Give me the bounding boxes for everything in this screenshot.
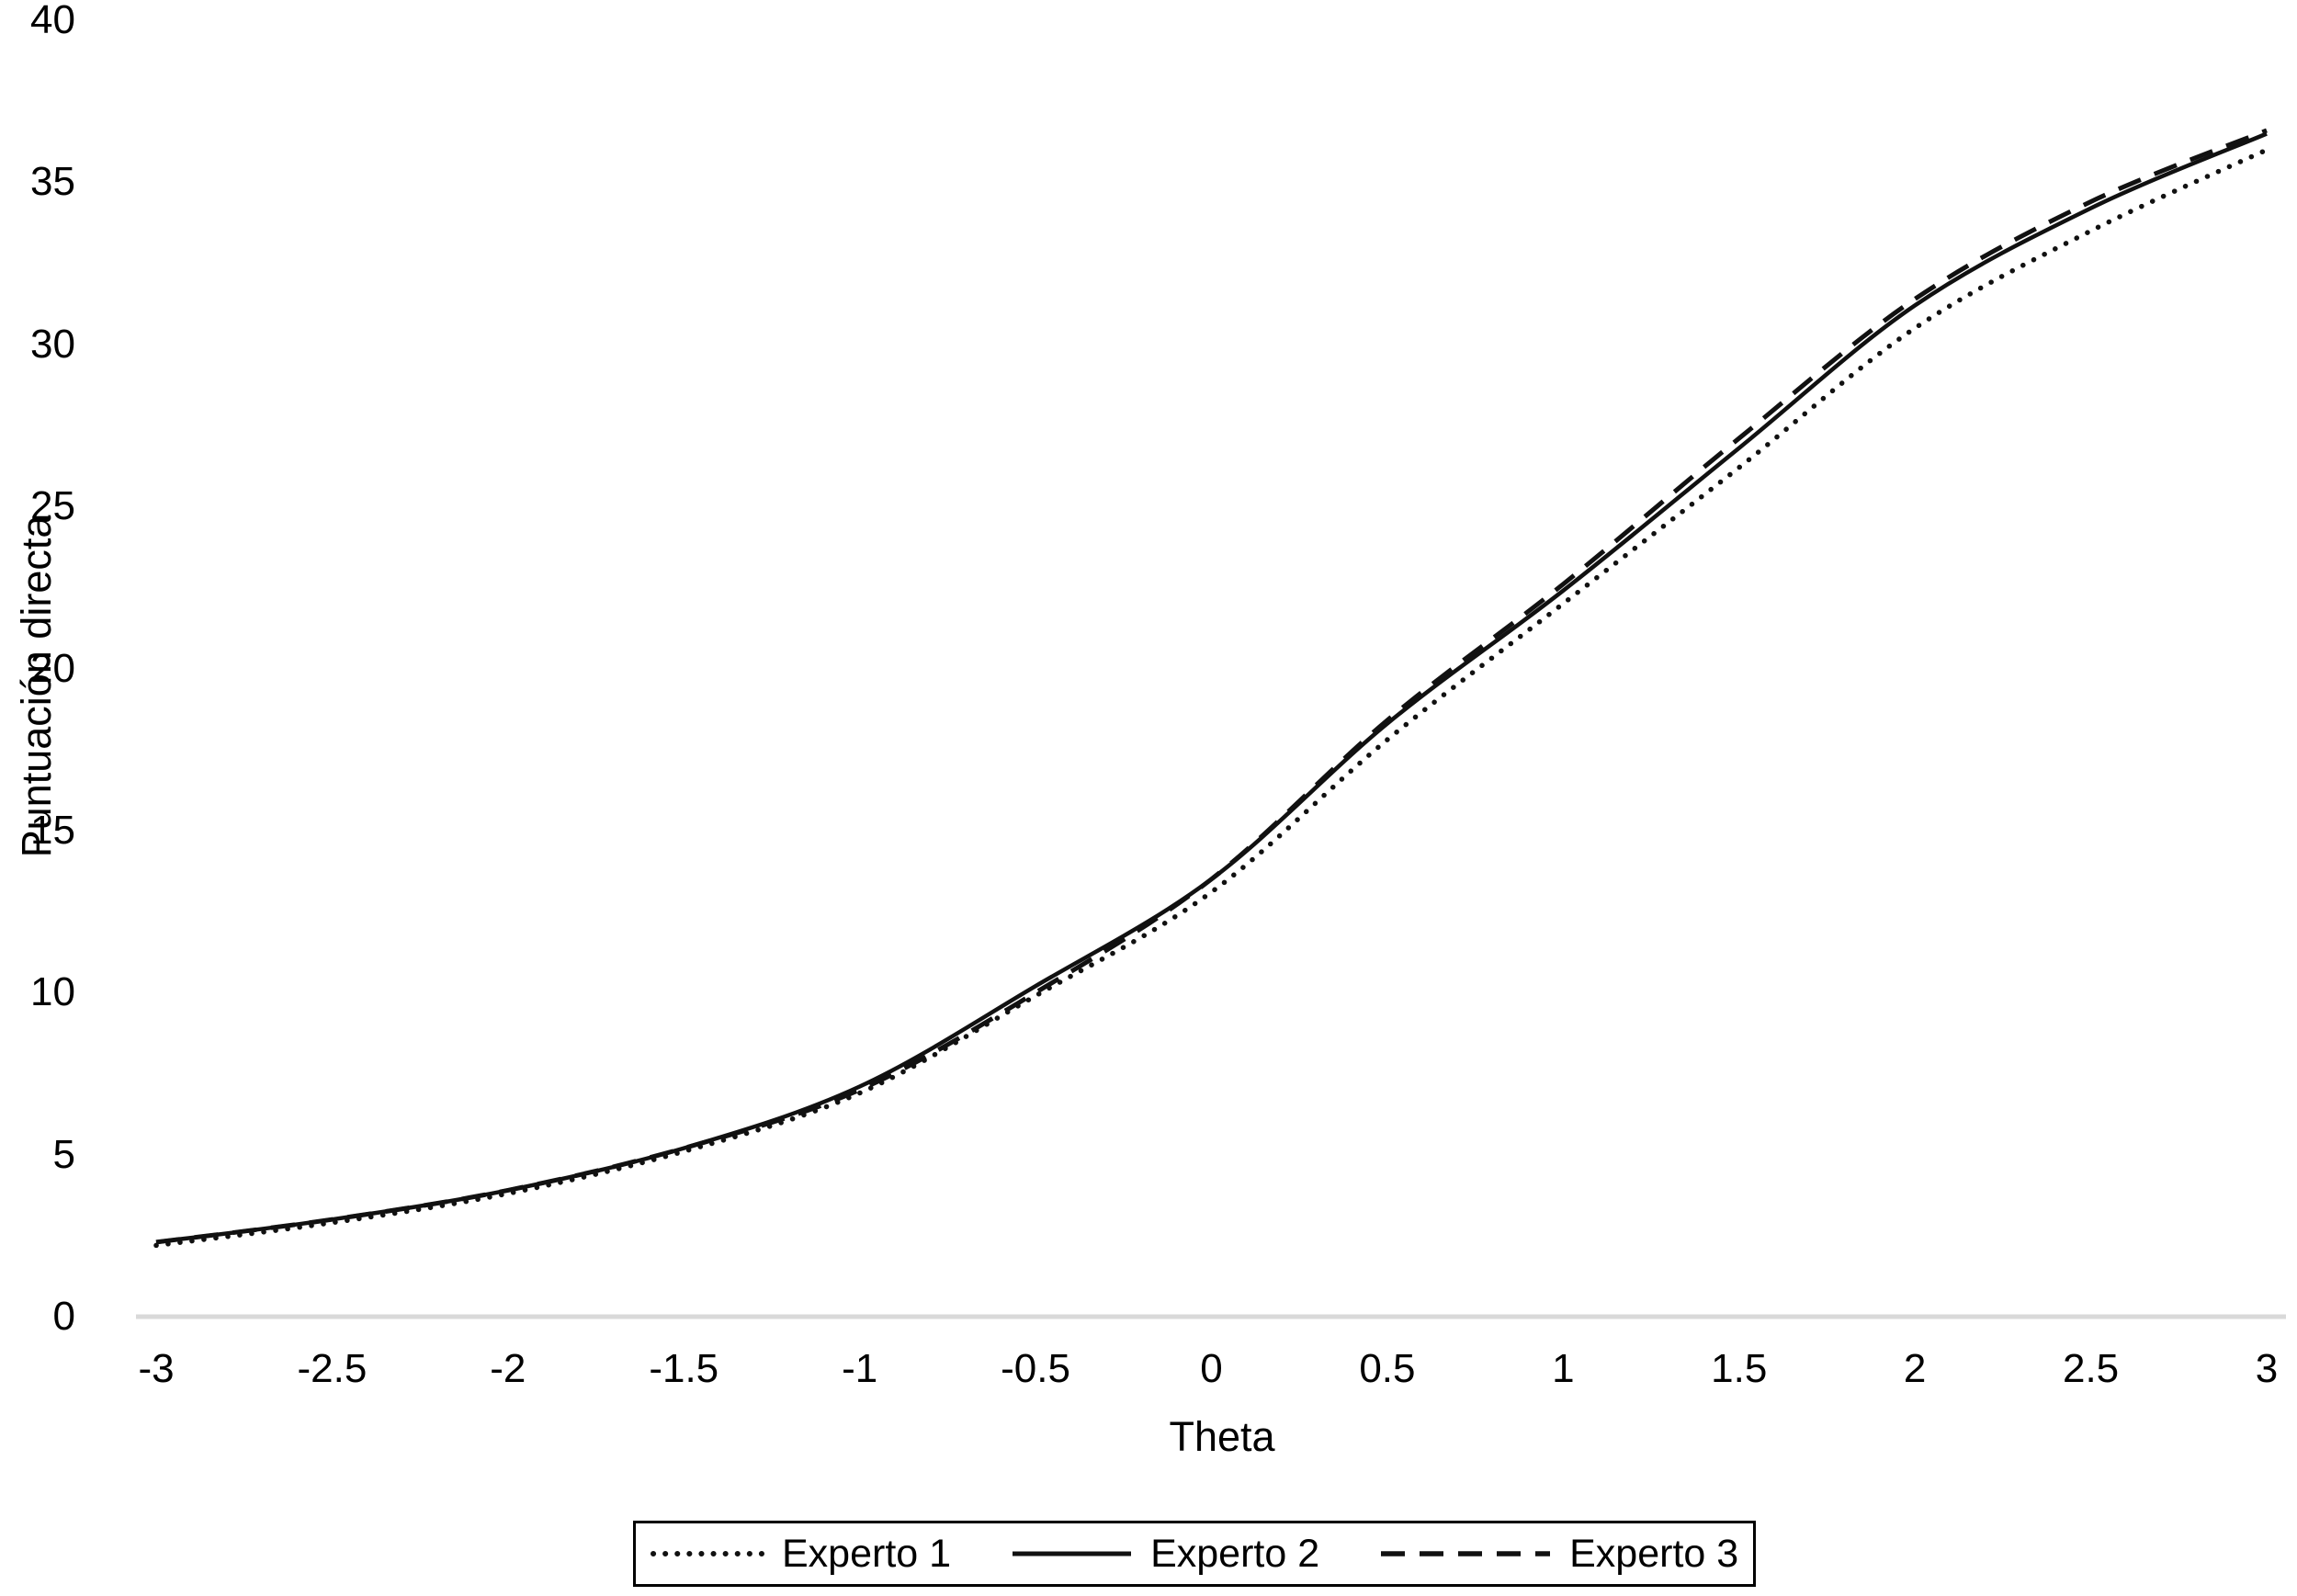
y-tick-label-30: 30 [30,321,75,367]
x-tick-label--1.5: -1.5 [649,1346,719,1391]
y-tick-label-10: 10 [30,969,75,1015]
y-tick-label-40: 40 [30,0,75,42]
legend-item-experto-1: Experto 1 [651,1532,951,1576]
curve-experto-3 [155,128,2268,1245]
y-tick-label-35: 35 [30,159,75,205]
y-tick-label-5: 5 [52,1131,75,1177]
legend-marker-dashed-icon [1381,1551,1551,1556]
legend-label: Experto 3 [1569,1532,1739,1576]
legend-label: Experto 1 [782,1532,952,1576]
x-tick-label-2.5: 2.5 [2062,1346,2120,1391]
x-tick-label-0.5: 0.5 [1359,1346,1416,1391]
x-tick-label--1: -1 [842,1346,878,1391]
legend-marker-dotted-icon [651,1551,765,1556]
legend-item-experto-2: Experto 2 [1010,1532,1319,1576]
y-tick-label-20: 20 [30,645,75,691]
curve-experto-2 [155,131,2268,1245]
y-tick-label-0: 0 [52,1294,75,1339]
x-tick-label--2: -2 [490,1346,526,1391]
legend: Experto 1 Experto 2 Experto 3 [633,1521,1757,1587]
x-tick-label--3: -3 [138,1346,175,1391]
curve-experto-1 [153,147,2269,1249]
legend-item-experto-3: Experto 3 [1378,1532,1738,1576]
x-tick-label-1: 1 [1552,1346,1575,1391]
x-tick-label-2: 2 [1903,1346,1927,1391]
x-tick-label--0.5: -0.5 [1001,1346,1070,1391]
legend-marker-solid-icon [1013,1551,1132,1556]
x-tick-label-3: 3 [2255,1346,2279,1391]
x-tick-label-0: 0 [1200,1346,1223,1391]
y-tick-label-25: 25 [30,483,75,529]
x-axis-title: Theta [1169,1413,1275,1460]
y-tick-label-15: 15 [30,807,75,853]
x-tick-label--2.5: -2.5 [297,1346,368,1391]
x-tick-label-1.5: 1.5 [1711,1346,1768,1391]
legend-label: Experto 2 [1150,1532,1320,1576]
